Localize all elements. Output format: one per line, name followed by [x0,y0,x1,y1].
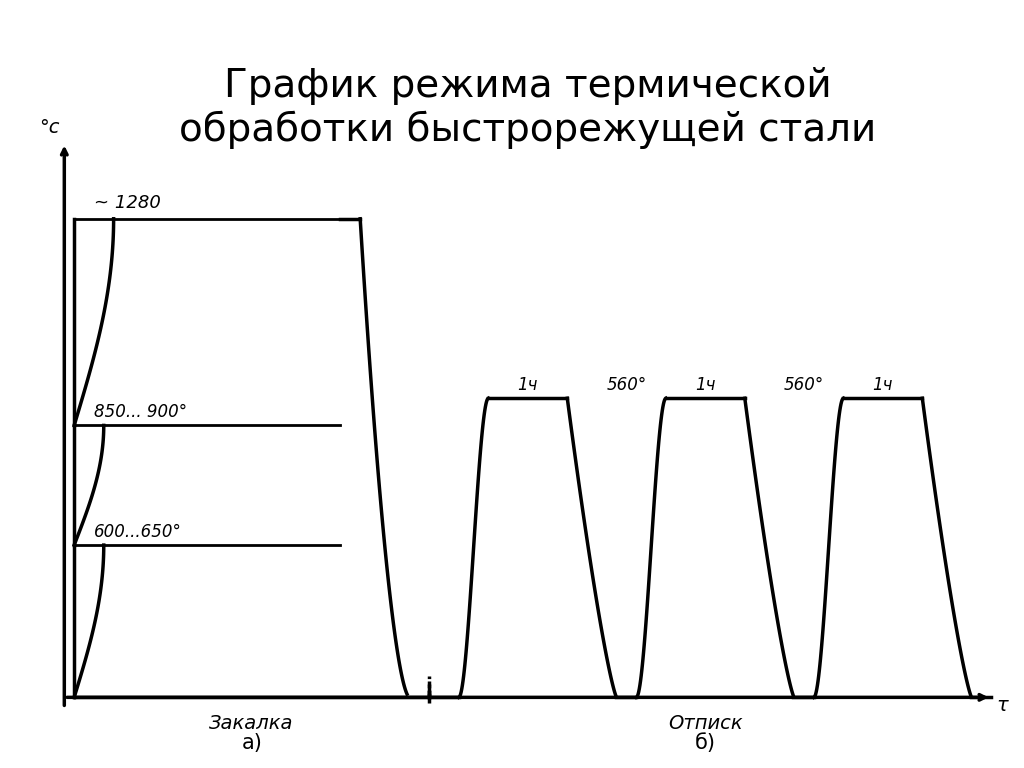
Text: 850... 900°: 850... 900° [94,403,187,422]
Text: б): б) [695,733,716,753]
Text: ~ 1280: ~ 1280 [94,194,161,212]
Text: Закалка: Закалка [210,713,294,733]
Text: 600...650°: 600...650° [94,523,182,541]
Text: °с: °с [39,118,59,137]
Text: 1ч: 1ч [872,376,893,394]
Text: 1ч: 1ч [517,376,538,394]
Text: Отписк: Отписк [668,713,742,733]
Text: τ: τ [996,696,1008,715]
Text: а): а) [242,733,262,753]
Text: 560°: 560° [606,376,646,394]
Text: График режима термической
обработки быстрорежущей стали: График режима термической обработки быст… [179,67,877,149]
Text: 1ч: 1ч [695,376,716,394]
Text: 560°: 560° [783,376,824,394]
